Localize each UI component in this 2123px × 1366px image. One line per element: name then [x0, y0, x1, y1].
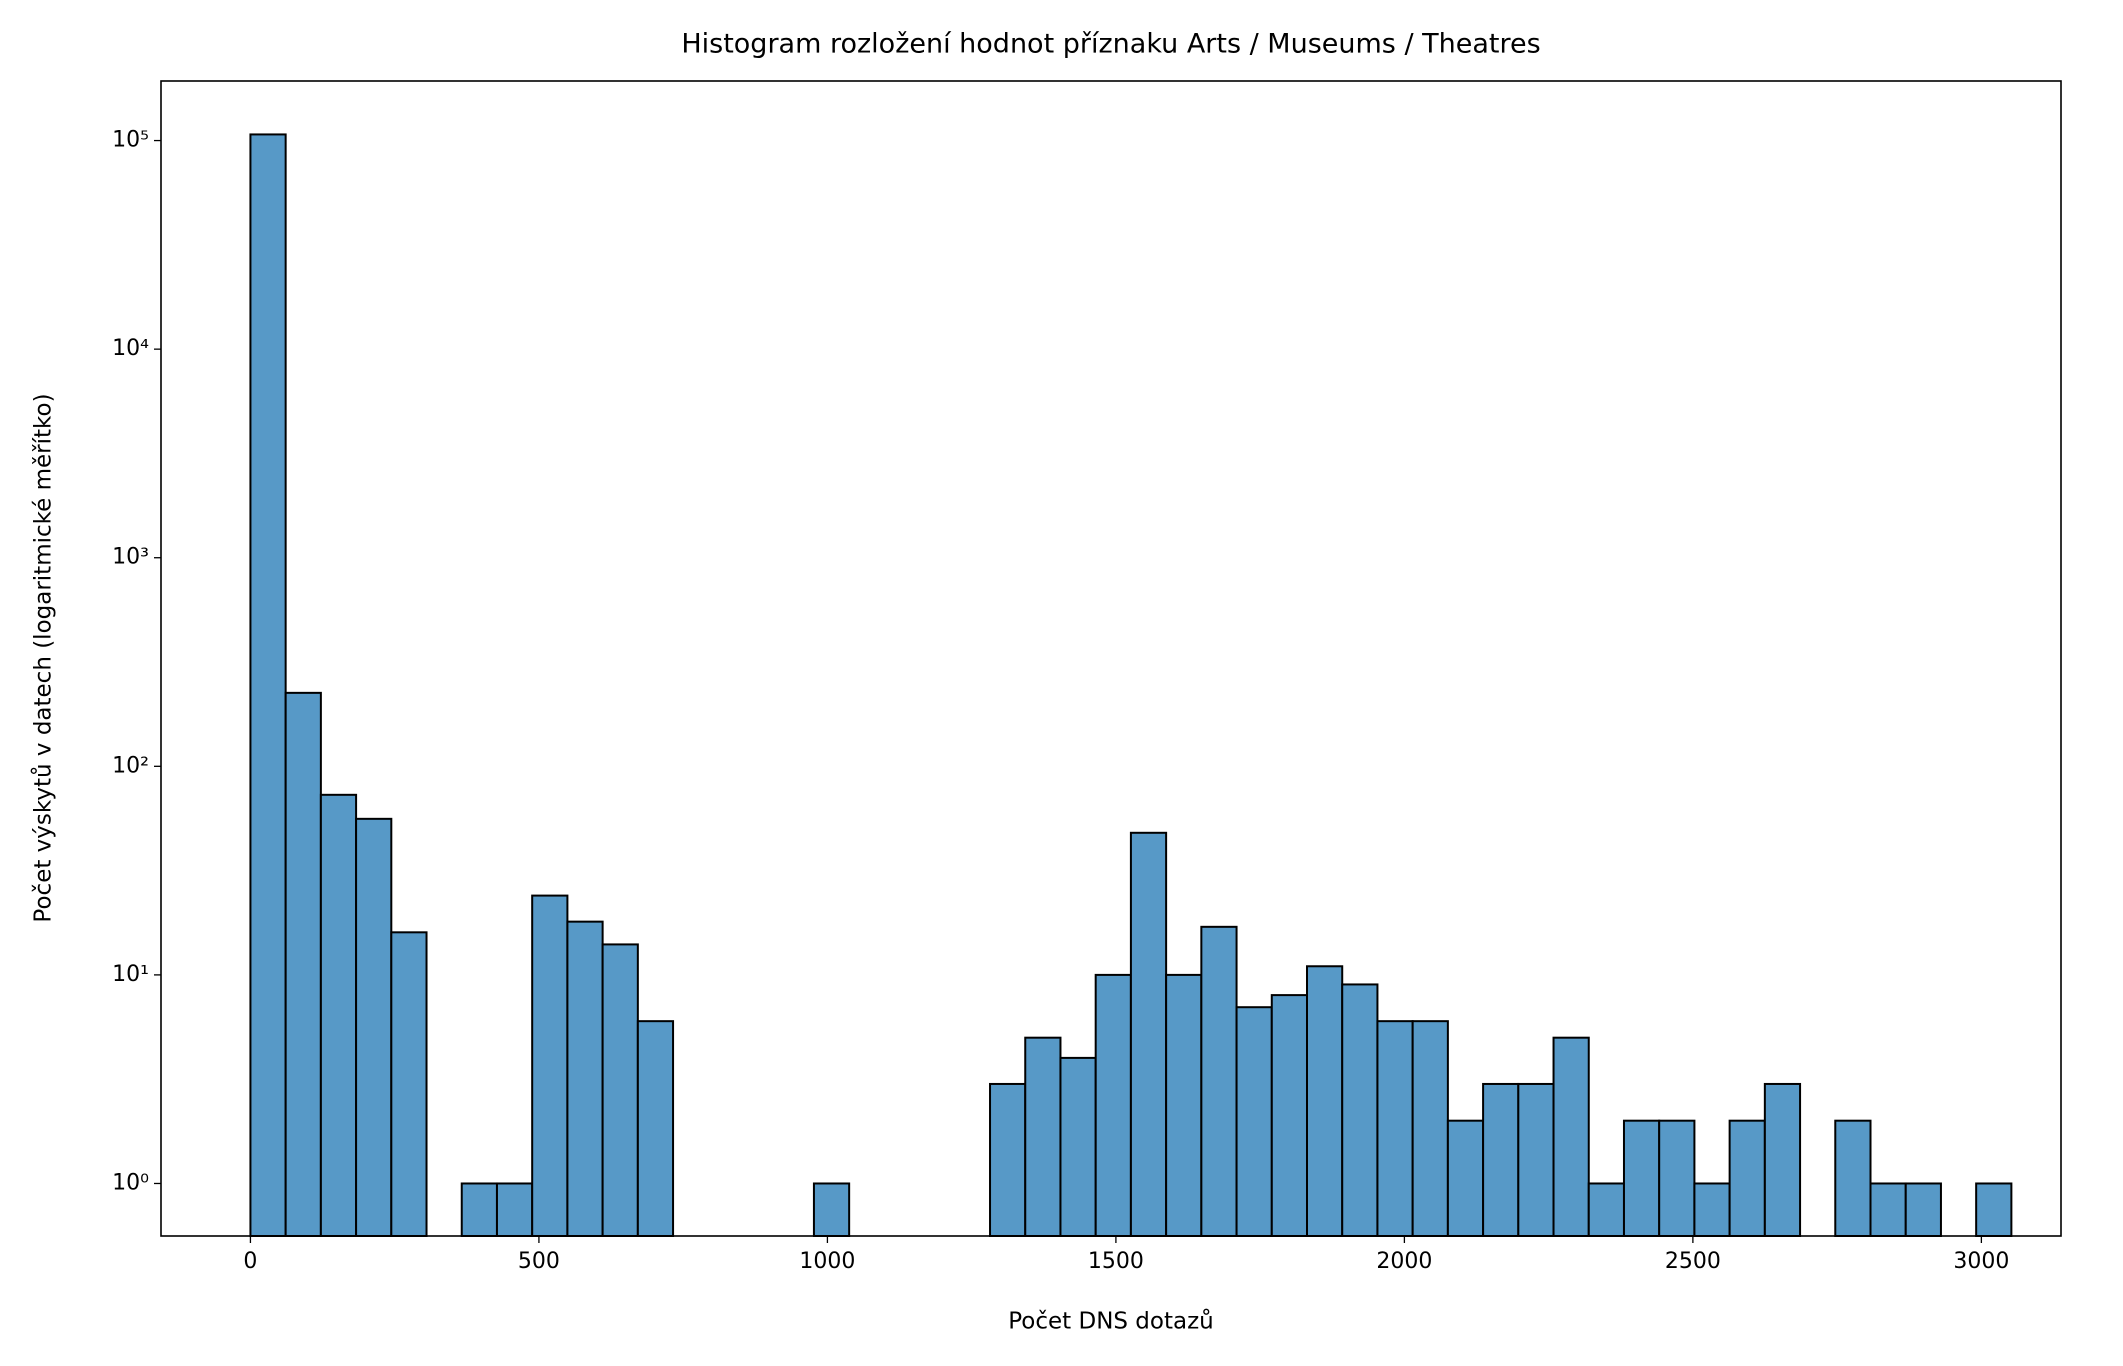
bar — [1165, 973, 1203, 1237]
bar — [1235, 1006, 1273, 1237]
chart-title: Histogram rozložení hodnot příznaku Arts… — [681, 29, 1540, 60]
bar — [1200, 925, 1238, 1237]
y-tick-label: 10⁰ — [112, 1170, 149, 1195]
x-tick-label: 500 — [518, 1249, 560, 1274]
bar — [1834, 1119, 1872, 1237]
bar — [989, 1082, 1027, 1237]
bar — [1587, 1182, 1625, 1237]
bar — [1411, 1020, 1449, 1237]
bar — [1658, 1119, 1696, 1237]
bar — [1869, 1182, 1907, 1237]
bar — [1059, 1056, 1097, 1237]
y-tick-label: 10⁵ — [112, 128, 149, 153]
x-tick-label: 1500 — [1088, 1249, 1144, 1274]
bar — [1552, 1036, 1590, 1237]
bar — [1622, 1119, 1661, 1237]
bar — [460, 1182, 498, 1237]
bar — [1693, 1182, 1731, 1237]
bar — [1094, 973, 1132, 1237]
x-tick-label: 2000 — [1376, 1249, 1432, 1274]
bar — [812, 1182, 851, 1237]
bar — [1517, 1082, 1555, 1237]
y-axis-label: Počet výskytů v datech (logaritmické měř… — [30, 393, 57, 922]
y-tick-label: 10⁴ — [112, 336, 149, 361]
bar — [566, 920, 604, 1237]
bar — [1446, 1119, 1485, 1237]
x-tick-label: 2500 — [1665, 1249, 1721, 1274]
x-tick-label: 3000 — [1953, 1249, 2009, 1274]
bar — [1270, 994, 1309, 1237]
bar — [1482, 1082, 1520, 1237]
bar — [355, 817, 393, 1238]
bar — [1376, 1020, 1414, 1237]
bar — [1763, 1082, 1802, 1237]
bar — [319, 793, 358, 1238]
y-tick-label: 10³ — [112, 545, 149, 570]
bar — [601, 943, 639, 1237]
bar — [1904, 1182, 1942, 1237]
x-tick-label: 0 — [243, 1249, 257, 1274]
bar — [1728, 1119, 1766, 1237]
bar — [1975, 1182, 2013, 1237]
bar — [531, 894, 569, 1237]
bar — [1129, 831, 1168, 1237]
bar — [1341, 983, 1379, 1238]
bar — [1306, 965, 1344, 1238]
y-tick-label: 10¹ — [112, 962, 149, 987]
y-tick-label: 10² — [112, 753, 149, 778]
bar — [249, 133, 287, 1238]
bar — [1024, 1036, 1062, 1237]
bar — [495, 1182, 534, 1237]
plot-frame — [160, 80, 2062, 1237]
x-tick-label: 1000 — [799, 1249, 855, 1274]
x-axis-label: Počet DNS dotazů — [1008, 1308, 1214, 1335]
bar — [390, 931, 428, 1237]
bar — [284, 691, 322, 1237]
bar — [636, 1020, 675, 1237]
